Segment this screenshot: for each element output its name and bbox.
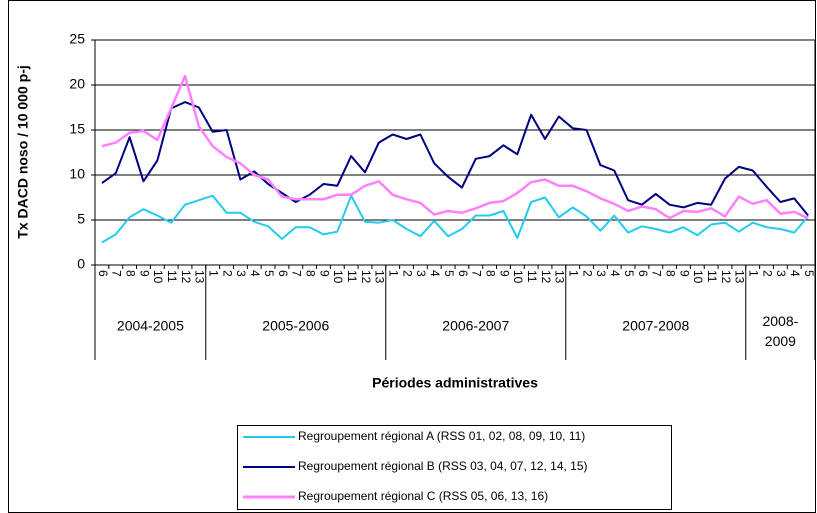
x-tick-label: 5 bbox=[262, 270, 276, 277]
x-tick-label: 7 bbox=[290, 270, 304, 277]
x-tick-label: 12 bbox=[719, 270, 733, 284]
x-tick-label: 3 bbox=[414, 270, 428, 277]
x-tick-label: 5 bbox=[622, 270, 636, 277]
y-tick-label: 25 bbox=[69, 31, 85, 47]
series-line bbox=[101, 194, 809, 244]
x-tick-label: 9 bbox=[137, 270, 151, 277]
y-tick-label: 0 bbox=[77, 256, 85, 272]
x-tick-label: 8 bbox=[303, 270, 317, 277]
group-label: 2004-2005 bbox=[117, 318, 184, 334]
x-tick-label: 2 bbox=[580, 270, 594, 277]
y-tick-label: 20 bbox=[69, 76, 85, 92]
x-tick-label: 11 bbox=[705, 270, 719, 283]
x-tick-label: 9 bbox=[497, 270, 511, 277]
x-tick-label: 8 bbox=[483, 270, 497, 277]
x-tick-label: 13 bbox=[193, 270, 207, 284]
x-tick-label: 1 bbox=[207, 270, 221, 277]
x-tick-label: 13 bbox=[553, 270, 567, 284]
x-tick-label: 7 bbox=[470, 270, 484, 277]
legend-label: Regroupement régional B (RSS 03, 04, 07,… bbox=[298, 459, 588, 473]
legend-box bbox=[237, 425, 672, 510]
x-tick-label: 10 bbox=[511, 270, 525, 284]
x-tick-label: 8 bbox=[663, 270, 677, 277]
group-label: 2005-2006 bbox=[262, 318, 329, 334]
x-tick-label: 13 bbox=[733, 270, 747, 284]
x-tick-label: 13 bbox=[373, 270, 387, 284]
x-tick-label: 10 bbox=[691, 270, 705, 284]
x-tick-label: 12 bbox=[179, 270, 193, 284]
y-tick-label: 5 bbox=[77, 211, 85, 227]
x-tick-label: 7 bbox=[110, 270, 124, 277]
y-tick-label: 10 bbox=[69, 166, 85, 182]
x-tick-label: 4 bbox=[788, 270, 802, 277]
x-tick-label: 1 bbox=[387, 270, 401, 277]
legend-label: Regroupement régional A (RSS 01, 02, 08,… bbox=[298, 429, 585, 443]
x-tick-label: 6 bbox=[276, 270, 290, 277]
series-line bbox=[101, 101, 809, 217]
x-tick-label: 10 bbox=[331, 270, 345, 284]
x-tick-label: 8 bbox=[123, 270, 137, 277]
legend-label: Regroupement régional C (RSS 05, 06, 13,… bbox=[298, 489, 548, 503]
x-tick-label: 9 bbox=[317, 270, 331, 277]
x-tick-label: 1 bbox=[747, 270, 761, 277]
x-tick-label: 4 bbox=[428, 270, 442, 277]
x-tick-label: 3 bbox=[774, 270, 788, 277]
x-tick-label: 6 bbox=[636, 270, 650, 277]
group-label: 2007-2008 bbox=[622, 318, 689, 334]
group-label: 2008-2009 bbox=[762, 313, 798, 349]
x-tick-label: 9 bbox=[677, 270, 691, 277]
x-tick-label: 11 bbox=[345, 270, 359, 283]
x-tick-label: 10 bbox=[151, 270, 165, 284]
x-tick-label: 11 bbox=[165, 270, 179, 283]
x-tick-label: 2 bbox=[400, 270, 414, 277]
x-tick-label: 3 bbox=[594, 270, 608, 277]
series-line bbox=[101, 74, 809, 220]
x-tick-label: 3 bbox=[234, 270, 248, 277]
x-tick-label: 5 bbox=[802, 270, 816, 277]
x-tick-label: 4 bbox=[608, 270, 622, 277]
x-tick-label: 2 bbox=[220, 270, 234, 277]
x-tick-label: 1 bbox=[567, 270, 581, 277]
x-tick-label: 12 bbox=[359, 270, 373, 284]
x-tick-label: 6 bbox=[456, 270, 470, 277]
y-tick-label: 15 bbox=[69, 121, 85, 137]
group-label: 2006-2007 bbox=[442, 318, 509, 334]
x-axis-title: Périodes administratives bbox=[372, 375, 538, 391]
x-tick-label: 7 bbox=[650, 270, 664, 277]
y-axis-title: Tx DACD noso / 10 000 p-j bbox=[15, 65, 31, 238]
x-tick-label: 12 bbox=[539, 270, 553, 284]
x-tick-label: 6 bbox=[96, 270, 110, 277]
x-tick-label: 2 bbox=[760, 270, 774, 277]
x-tick-label: 5 bbox=[442, 270, 456, 277]
x-tick-label: 11 bbox=[525, 270, 539, 283]
x-tick-label: 4 bbox=[248, 270, 262, 277]
